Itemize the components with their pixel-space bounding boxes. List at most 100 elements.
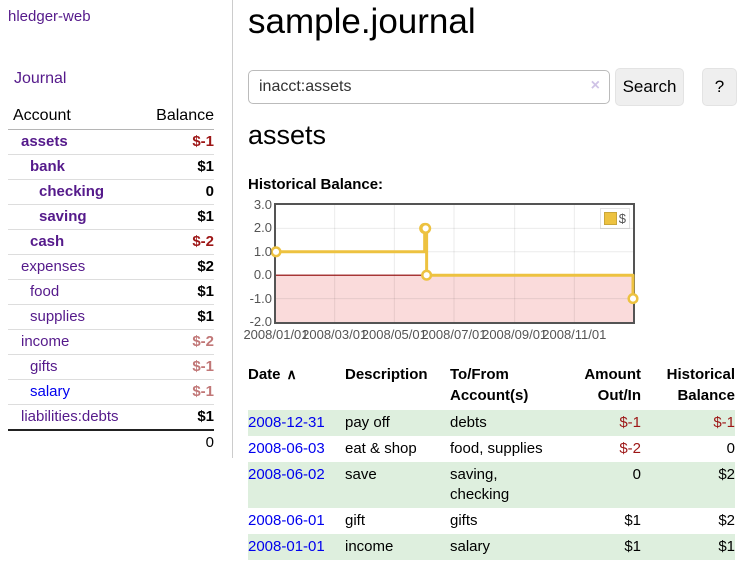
account-balance: $-1 xyxy=(139,379,214,405)
legend-label: $ xyxy=(618,211,626,226)
transaction-amount: $1 xyxy=(624,512,641,529)
transaction-balance: 0 xyxy=(726,440,735,457)
search-form: × Search ? xyxy=(248,68,742,106)
y-axis-tick-label: -2.0 xyxy=(249,314,272,329)
account-link[interactable]: food xyxy=(30,283,60,300)
transaction-description: income xyxy=(345,534,450,560)
transaction-description: pay off xyxy=(345,410,450,436)
accounts-total-value: 0 xyxy=(139,429,214,455)
transaction-description: gift xyxy=(345,512,366,529)
transaction-balance: $2 xyxy=(641,462,735,508)
help-button[interactable]: ? xyxy=(702,68,737,106)
account-link[interactable]: expenses xyxy=(21,258,86,275)
transaction-date-link[interactable]: 2008-06-03 xyxy=(248,440,325,457)
transaction-accounts: debts xyxy=(450,410,556,436)
transaction-description: eat & shop xyxy=(345,440,417,457)
transaction-description: save xyxy=(345,462,450,508)
account-row: assets $-1 xyxy=(8,129,214,155)
account-row: saving $1 xyxy=(8,204,214,230)
account-link[interactable]: salary xyxy=(30,383,71,400)
sidebar: hledger-web Journal Account Balance asse… xyxy=(0,0,233,458)
register-row: 2008-01-01 income salary $1 $1 xyxy=(248,534,735,560)
account-row: expenses $2 xyxy=(8,254,214,280)
register-row: 2008-12-31 pay off debts $-1 $-1 xyxy=(248,410,735,436)
transaction-accounts: salary xyxy=(450,534,556,560)
x-axis-tick-label: 2008/11/01 xyxy=(542,327,607,342)
accounts-total-spacer xyxy=(8,429,140,455)
accounts-total-row: 0 xyxy=(8,429,214,455)
transaction-balance: $1 xyxy=(641,534,735,560)
account-row: income $-2 xyxy=(8,329,214,355)
y-axis-tick-label: 1.0 xyxy=(253,243,272,259)
search-button[interactable]: Search xyxy=(615,68,684,106)
accounts-column-balance: Balance xyxy=(139,104,214,130)
y-axis-tick-label: 0.0 xyxy=(253,267,272,283)
register-column-header: Description xyxy=(345,366,428,383)
y-axis-tick-label: 3.0 xyxy=(253,197,272,212)
account-balance: $1 xyxy=(139,279,214,305)
chart-canvas xyxy=(270,205,639,322)
x-axis-tick-label: 2008/05/01 xyxy=(361,327,427,342)
page-title: sample.journal xyxy=(248,2,476,41)
account-row: food $1 xyxy=(8,279,214,305)
account-row: salary $-1 xyxy=(8,379,214,405)
account-link[interactable]: liabilities:debts xyxy=(21,408,119,425)
accounts-header-row: Account Balance xyxy=(8,104,214,130)
clear-search-icon[interactable]: × xyxy=(590,77,600,94)
search-box: × xyxy=(248,68,610,106)
legend-swatch-icon xyxy=(603,212,617,225)
transaction-accounts: food, supplies xyxy=(450,440,543,457)
account-link[interactable]: bank xyxy=(30,158,66,175)
account-balance: $-1 xyxy=(139,129,214,155)
transaction-accounts: saving, checking xyxy=(450,462,556,508)
account-balance: $1 xyxy=(139,304,214,330)
transaction-balance: $2 xyxy=(718,512,735,529)
y-axis-tick-label: -1.0 xyxy=(249,290,272,306)
register-row: 2008-06-01 gift gifts $1 $2 xyxy=(248,508,735,534)
transaction-date-link[interactable]: 2008-12-31 xyxy=(248,414,325,431)
transaction-date-link[interactable]: 2008-01-01 xyxy=(248,538,325,555)
brand-link[interactable]: hledger-web xyxy=(8,8,91,25)
search-input[interactable] xyxy=(248,70,610,104)
account-balance: $-2 xyxy=(139,229,214,255)
register-table: Date ∧ Description To/From Account(s) Amount… xyxy=(248,360,735,560)
y-axis-tick-label: 2.0 xyxy=(253,220,272,236)
account-row: cash $-2 xyxy=(8,229,214,255)
account-row: checking 0 xyxy=(8,179,214,205)
account-row: liabilities:debts $1 xyxy=(8,405,214,431)
chart-title: Historical Balance: xyxy=(248,176,384,193)
account-link[interactable]: saving xyxy=(39,208,87,225)
account-heading: assets xyxy=(248,120,327,150)
account-balance: $1 xyxy=(139,204,214,230)
register-column-header[interactable]: Date ∧ xyxy=(248,366,297,383)
chart-plot-area[interactable]: $ xyxy=(270,203,639,324)
register-header-row: Date ∧ Description To/From Account(s) Amount… xyxy=(248,360,735,410)
transaction-date-link[interactable]: 2008-06-02 xyxy=(248,466,325,483)
account-link[interactable]: supplies xyxy=(30,308,86,325)
sidebar-item-journal[interactable]: Journal xyxy=(14,70,67,87)
transaction-balance: $-1 xyxy=(641,410,735,436)
account-link[interactable]: income xyxy=(21,333,70,350)
account-row: supplies $1 xyxy=(8,304,214,330)
sort-ascending-icon: ∧ xyxy=(286,366,297,382)
account-link[interactable]: gifts xyxy=(30,358,58,375)
account-row: bank $1 xyxy=(8,154,214,180)
accounts-tree-table: Account Balance assets $-1 bank $1 checking 0… xyxy=(8,104,214,455)
transaction-accounts: gifts xyxy=(450,512,478,529)
register-column-header: Historical Balance xyxy=(666,366,735,404)
transaction-amount: $-2 xyxy=(619,440,641,457)
account-link[interactable]: cash xyxy=(30,233,65,250)
account-balance: $2 xyxy=(139,254,214,280)
transaction-amount: $-1 xyxy=(556,410,641,436)
account-balance: 0 xyxy=(139,179,214,205)
transaction-date-link[interactable]: 2008-06-01 xyxy=(248,512,325,529)
account-balance: $1 xyxy=(139,154,214,180)
account-link[interactable]: assets xyxy=(21,133,68,150)
account-link[interactable]: checking xyxy=(39,183,105,200)
account-balance: $-1 xyxy=(139,354,214,380)
register-row: 2008-06-02 save saving, checking 0 $2 xyxy=(248,462,735,508)
account-row: gifts $-1 xyxy=(8,354,214,380)
transaction-amount: $1 xyxy=(556,534,641,560)
register-column-header: Amount Out/In xyxy=(584,366,641,404)
